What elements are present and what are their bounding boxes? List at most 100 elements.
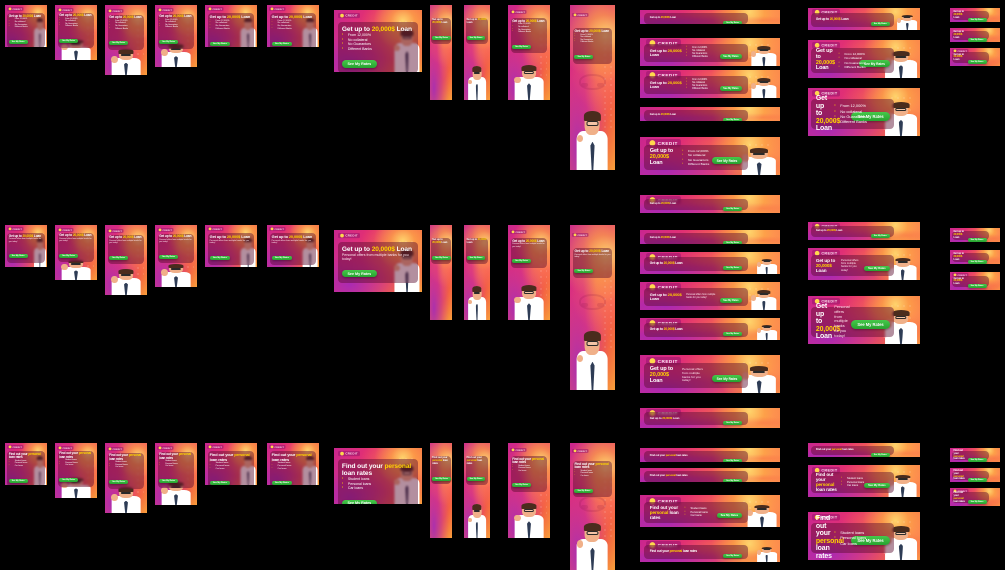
cta-button[interactable]: See My Rates: [859, 60, 890, 67]
brand-logo[interactable]: CREDIT: [952, 48, 969, 53]
cta-button[interactable]: See My Rates: [967, 37, 987, 42]
cta-button[interactable]: See My Rates: [466, 476, 486, 481]
cta-button[interactable]: See My Rates: [967, 17, 987, 22]
ad-banner-personal-offers-square-xs[interactable]: CREDIT Get up to 20,000$ Loan Personal off…: [5, 225, 47, 267]
brand-logo[interactable]: CREDIT: [6, 7, 24, 11]
brand-logo[interactable]: CREDIT: [509, 9, 527, 14]
cta-button[interactable]: See My Rates: [711, 375, 743, 382]
cta-button[interactable]: See My Rates: [59, 39, 79, 44]
brand-logo[interactable]: CREDIT: [571, 449, 589, 454]
ad-banner-loan-offer-skyscraper-xs[interactable]: Get up to 20,000$ Loan See My Rates: [464, 5, 490, 100]
cta-button[interactable]: See My Rates: [432, 35, 452, 40]
brand-logo[interactable]: CREDIT: [207, 227, 224, 231]
ad-banner-loan-rates-skyscraper-xs[interactable]: Find out your personal loan rates See My …: [430, 443, 452, 538]
ad-banner-loan-offer-skyscraper-xs[interactable]: Get up to 20,000$ Loan See My Rates: [430, 5, 452, 100]
cta-button[interactable]: See My Rates: [723, 420, 743, 425]
cta-button[interactable]: See My Rates: [723, 117, 743, 121]
brand-logo[interactable]: CREDIT: [269, 445, 286, 449]
cta-button[interactable]: See My Rates: [466, 255, 486, 260]
brand-logo[interactable]: CREDIT: [269, 227, 286, 231]
cta-button[interactable]: See My Rates: [512, 44, 532, 49]
cta-button[interactable]: See My Rates: [574, 269, 594, 274]
cta-button[interactable]: See My Rates: [723, 265, 743, 270]
ad-banner-loan-offer-leaderboard-xs[interactable]: Get up to 20,000$ Loan See My Rates: [640, 107, 780, 121]
ad-banner-personal-offers-leaderboard-s[interactable]: CREDIT Get up to 20,000$ Loan See My Rates: [640, 252, 780, 274]
brand-logo[interactable]: CREDIT: [6, 445, 24, 449]
cta-button[interactable]: See My Rates: [271, 255, 293, 260]
cta-button[interactable]: See My Rates: [851, 536, 890, 545]
cta-button[interactable]: See My Rates: [864, 266, 890, 272]
cta-button[interactable]: See My Rates: [271, 41, 293, 46]
ad-banner-personal-offers-skyscraper-xs[interactable]: Get up to 20,000$ Loan See My Rates: [430, 225, 452, 320]
cta-button[interactable]: See My Rates: [967, 283, 987, 288]
cta-button[interactable]: See My Rates: [723, 20, 743, 24]
brand-logo[interactable]: CREDIT: [337, 13, 360, 19]
brand-logo[interactable]: CREDIT: [207, 445, 224, 449]
brand-logo[interactable]: CREDIT: [509, 447, 527, 452]
cta-button[interactable]: See My Rates: [341, 270, 377, 278]
cta-button[interactable]: See My Rates: [716, 513, 743, 519]
brand-logo[interactable]: CREDIT: [156, 8, 174, 12]
brand-logo[interactable]: CREDIT: [812, 41, 841, 49]
ad-banner-loan-rates-skyscraper-xs[interactable]: Find out your personal loan rates See My …: [464, 443, 490, 538]
ad-banner-loan-offer-leaderboard-s[interactable]: CREDIT Get up to 20,000$ Loan See My Rates: [808, 8, 920, 30]
cta-button[interactable]: See My Rates: [59, 477, 79, 482]
cta-button[interactable]: See My Rates: [723, 553, 743, 558]
ad-banner-personal-offers-micro[interactable]: Get up to 20,000$ Loan See My Rates: [950, 228, 1000, 242]
cta-button[interactable]: See My Rates: [870, 233, 890, 238]
brand-logo[interactable]: CREDIT: [571, 233, 589, 238]
cta-button[interactable]: See My Rates: [109, 41, 129, 46]
cta-button[interactable]: See My Rates: [967, 499, 987, 504]
cta-button[interactable]: See My Rates: [851, 320, 890, 329]
cta-button[interactable]: See My Rates: [466, 35, 486, 40]
cta-button[interactable]: See My Rates: [512, 483, 532, 488]
ad-banner-personal-offers-micro[interactable]: Get up to 20,000$ Loan See My Rates: [950, 250, 1000, 264]
ad-banner-loan-offer-square-xs[interactable]: CREDIT Get up to 20,000$ LoanFrom 12,000%…: [5, 5, 47, 47]
brand-logo[interactable]: CREDIT: [812, 249, 841, 257]
brand-logo[interactable]: CREDIT: [269, 7, 286, 11]
brand-logo[interactable]: CREDIT: [106, 228, 124, 233]
cta-button[interactable]: See My Rates: [723, 240, 743, 244]
brand-logo[interactable]: CREDIT: [337, 233, 360, 239]
ad-banner-loan-offer-portrait-s[interactable]: CREDIT Get up to 20,000$ LoanFrom 12,000%…: [105, 5, 147, 75]
ad-banner-loan-offer-landscape-xs[interactable]: CREDIT Get up to 20,000$ LoanFrom 12,000%…: [205, 5, 257, 47]
brand-logo[interactable]: CREDIT: [812, 466, 841, 474]
cta-button[interactable]: See My Rates: [967, 457, 987, 462]
brand-logo[interactable]: CREDIT: [106, 8, 124, 13]
ad-banner-loan-offer-landscape-xs[interactable]: CREDIT Get up to 20,000$ LoanFrom 12,000%…: [267, 5, 319, 47]
cta-button[interactable]: See My Rates: [159, 254, 179, 259]
ad-banner-personal-offers-micro[interactable]: CREDIT Get up to 20,000$ Loan See My Rates: [950, 272, 1000, 290]
cta-button[interactable]: See My Rates: [967, 59, 987, 64]
ad-banner-loan-offer-leaderboard-xs[interactable]: Get up to 20,000$ Loan See My Rates: [640, 10, 780, 24]
cta-button[interactable]: See My Rates: [512, 259, 532, 264]
cta-button[interactable]: See My Rates: [870, 452, 890, 457]
cta-button[interactable]: See My Rates: [109, 255, 129, 260]
cta-button[interactable]: See My Rates: [723, 478, 743, 482]
ad-banner-personal-offers-skyscraper-s[interactable]: CREDIT Get up to 20,000$ Loan Personal off…: [508, 225, 550, 320]
cta-button[interactable]: See My Rates: [574, 488, 594, 493]
ad-banner-personal-offers-leaderboard-s[interactable]: CREDIT Get up to 20,000$ Loan See My Rates: [640, 318, 780, 340]
ad-banner-personal-offers-leaderboard-s[interactable]: CREDIT Get up to 20,000$ Loan See My Rates: [808, 222, 920, 240]
brand-logo[interactable]: CREDIT: [952, 488, 969, 493]
brand-logo[interactable]: CREDIT: [509, 229, 527, 234]
cta-button[interactable]: See My Rates: [723, 458, 743, 462]
ad-banner-loan-rates-micro[interactable]: Find out your personal loan rates See My …: [950, 468, 1000, 482]
ad-banner-loan-rates-leaderboard-xs[interactable]: Find out your personal loan rates See My …: [640, 468, 780, 482]
cta-button[interactable]: See My Rates: [711, 157, 743, 164]
ad-banner-loan-offer-landscape-m[interactable]: CREDIT Get up to 20,000$ LoanFrom 12,000%…: [334, 10, 422, 72]
ad-banner-personal-offers-leaderboard-s[interactable]: CREDIT Get up to 20,000$ Loan Personal off…: [640, 282, 780, 310]
